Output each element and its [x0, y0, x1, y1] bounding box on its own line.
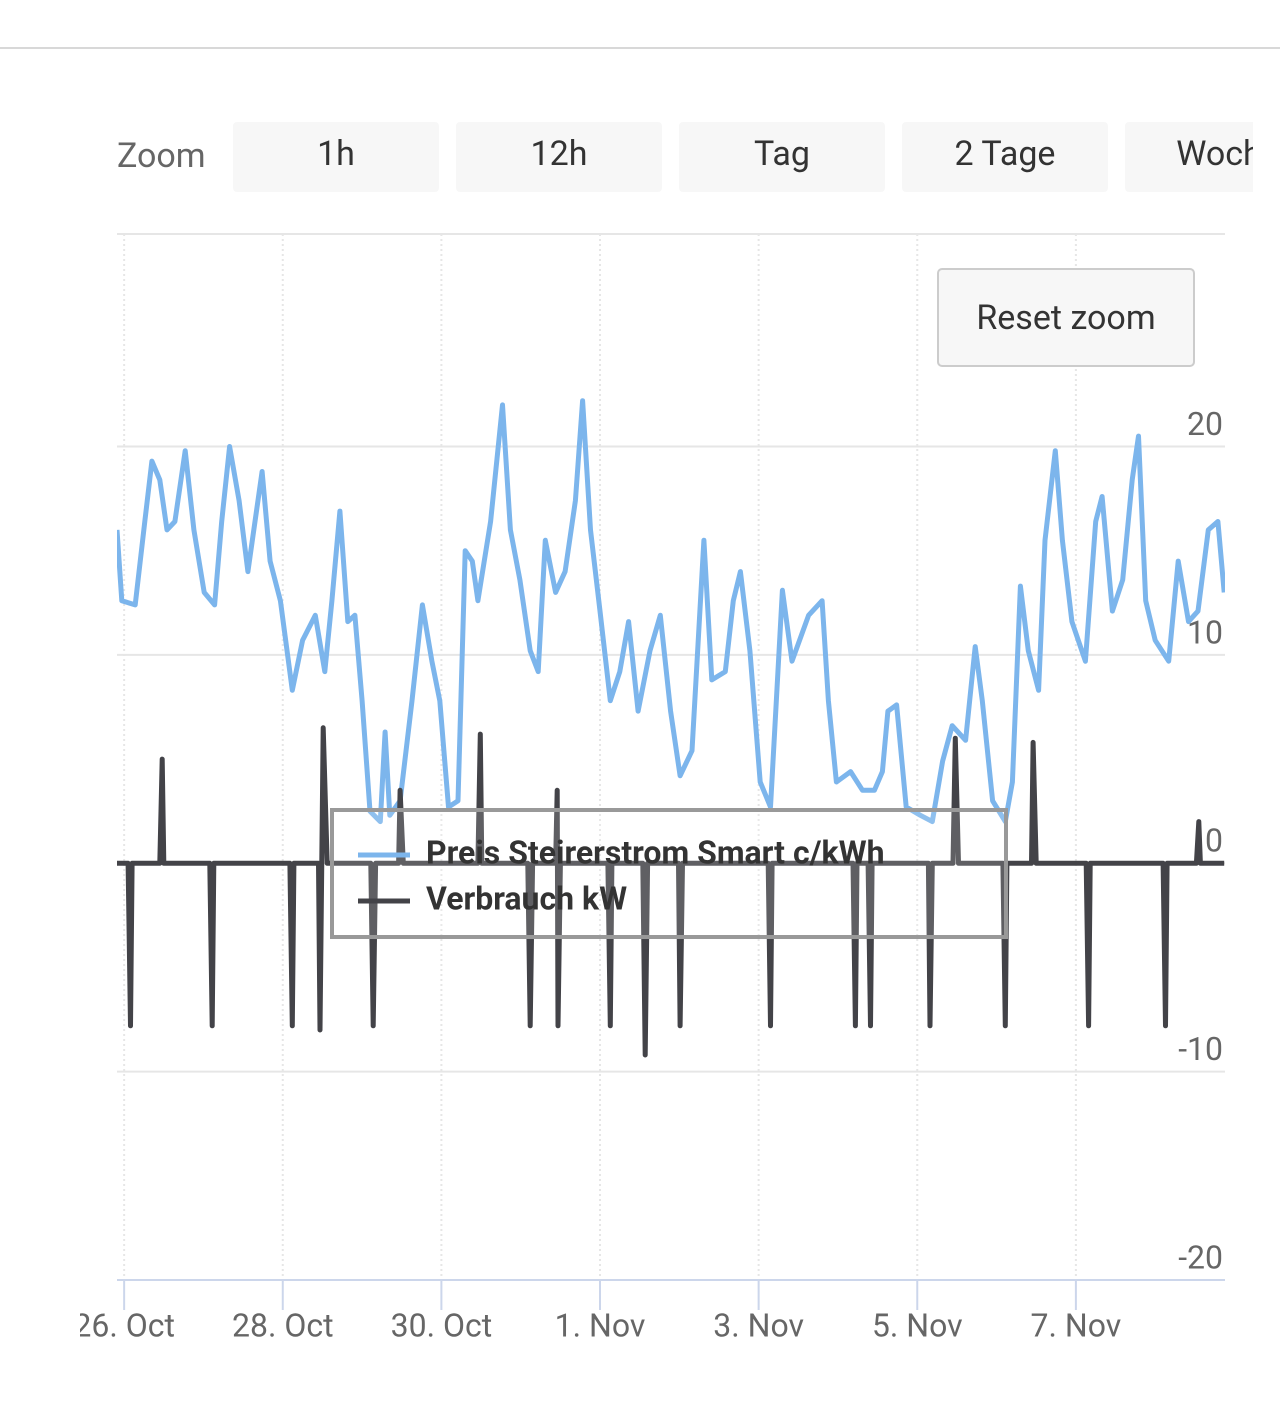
y-tick-label: -10 — [1178, 1030, 1223, 1068]
zoom-button-label[interactable]: Woche — [1176, 134, 1280, 174]
plot-area — [117, 398, 1225, 1058]
x-tick-label: 1. Nov — [555, 1306, 646, 1344]
x-tick-label: 28. Oct — [232, 1306, 334, 1344]
x-tick-label: 7. Nov — [1031, 1306, 1122, 1344]
legend-box — [330, 808, 1008, 939]
zoom-button-label[interactable]: Tag — [754, 134, 810, 174]
zoom-button-label[interactable]: 2 Tage — [955, 134, 1056, 174]
y-tick-label: 0 — [1205, 822, 1223, 860]
y-tick-label: -20 — [1178, 1238, 1223, 1276]
zoom-button[interactable] — [233, 122, 439, 192]
legend: Preis Steirerstrom Smart c/kWh Verbrauch … — [330, 808, 1008, 939]
legend-label: Verbrauch kW — [426, 879, 627, 917]
series-line — [117, 725, 1225, 1058]
y-tick-label: 20 — [1187, 405, 1223, 443]
x-axis-labels: 26. Oct 28. Oct 30. Oct 1. Nov 3. Nov 5. Nov 7… — [73, 1306, 1122, 1344]
zoom-button[interactable] — [1125, 122, 1280, 192]
zoom-buttons: 1h 12h Tag 2 Tage Woche — [233, 122, 1280, 192]
reset-zoom-button[interactable] — [937, 268, 1195, 367]
zoom-label: Zoom — [117, 136, 206, 176]
reset-zoom-label[interactable]: Reset zoom — [976, 298, 1155, 338]
legend-label: Preis Steirerstrom Smart c/kWh — [426, 833, 885, 871]
zoom-button[interactable] — [679, 122, 885, 192]
zoom-button[interactable] — [902, 122, 1108, 192]
x-tick-label: 3. Nov — [713, 1306, 804, 1344]
x-tick-label: 30. Oct — [391, 1306, 493, 1344]
x-tick-label: 26. Oct — [73, 1306, 175, 1344]
zoom-button[interactable] — [456, 122, 662, 192]
zoom-button-label[interactable]: 1h — [317, 134, 355, 174]
zoom-button-label[interactable]: 12h — [531, 134, 588, 174]
x-tick-label: 5. Nov — [872, 1306, 963, 1344]
series-line — [117, 398, 1225, 825]
